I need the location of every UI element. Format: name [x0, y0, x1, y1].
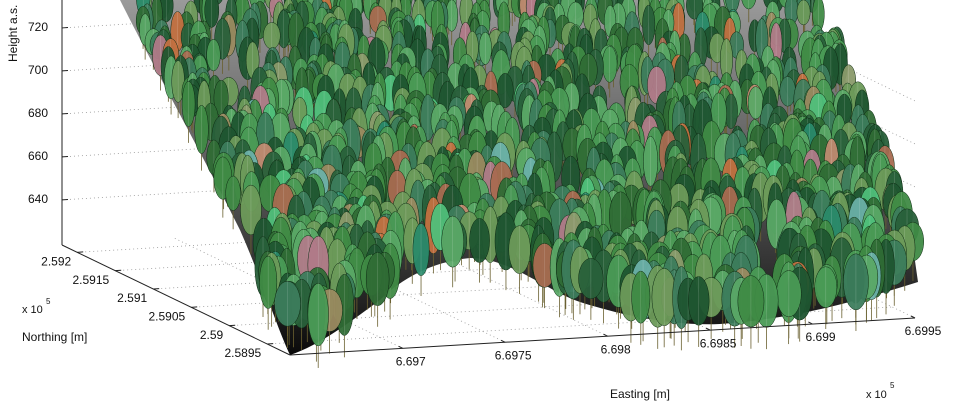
x-tick-label: 6.698 [601, 342, 631, 356]
y-tick-label: 2.592 [41, 255, 71, 269]
tree-crown [274, 280, 301, 327]
grid-line [61, 162, 688, 201]
grid-line [61, 76, 688, 115]
x-tick [808, 321, 813, 325]
tree-crown [240, 184, 262, 236]
y-axis-label: Northing [m] [22, 330, 87, 344]
tree-crown [478, 31, 492, 65]
forest [135, 0, 924, 368]
tree-crown [225, 175, 241, 211]
y-tick-label: 2.5895 [224, 346, 261, 360]
z-tick-label: 700 [28, 63, 48, 77]
tree-crown [412, 223, 430, 276]
tree-crown [843, 253, 869, 311]
grid-line [77, 214, 703, 253]
x-axis-label: Easting [m] [610, 387, 670, 401]
tree-crown [206, 39, 221, 72]
y-exponent-power: 5 [46, 297, 51, 306]
tree-crown [687, 276, 710, 326]
y-tick-label: 2.59 [200, 328, 224, 342]
x-tick-label: 6.6985 [700, 336, 737, 350]
x-tick-label: 6.699 [806, 330, 836, 344]
y-tick-label: 2.5915 [72, 273, 109, 287]
tree-crown [307, 283, 329, 347]
tree-crown [737, 275, 765, 328]
z-tick-label: 640 [28, 192, 48, 206]
x-tick [603, 333, 608, 337]
x-tick [910, 315, 916, 319]
x-tick-label: 6.6975 [495, 348, 532, 362]
z-tick-label: 720 [28, 20, 48, 34]
tree-crown [194, 105, 209, 154]
grid-line [267, 306, 893, 345]
y-tick-label: 2.5905 [148, 310, 185, 324]
tree-crown [181, 81, 196, 127]
x-tick [705, 327, 711, 331]
grid-line [115, 233, 741, 272]
tree-crown [796, 0, 811, 26]
z-tick-label: 660 [28, 149, 48, 163]
z-tick-label: 680 [28, 106, 48, 120]
x-tick [500, 339, 506, 343]
tree-crown [259, 255, 278, 309]
y-tick-label: 2.591 [117, 291, 147, 305]
tree-crown [204, 0, 220, 28]
tree-crown [631, 270, 651, 324]
tree-crown [441, 215, 464, 268]
tree-crown [643, 136, 658, 187]
x-tick [398, 345, 403, 349]
x-tick-label: 6.697 [396, 354, 426, 368]
x-exponent-power: 5 [890, 381, 895, 390]
tree-crown [578, 258, 604, 300]
tree-crown [814, 266, 838, 308]
x-tick-label: 6.6995 [905, 324, 942, 338]
tree-crown [642, 4, 656, 46]
tree-crown [469, 218, 490, 263]
tree-crown [365, 252, 390, 306]
y-axis [61, 244, 291, 356]
tree-crown [741, 0, 757, 10]
x-exponent-base: x 10 [866, 389, 887, 401]
grid-line [61, 119, 688, 158]
z-axis-label: Height a.s. [6, 5, 20, 62]
x-axis [289, 317, 916, 356]
y-exponent-base: x 10 [22, 304, 43, 316]
